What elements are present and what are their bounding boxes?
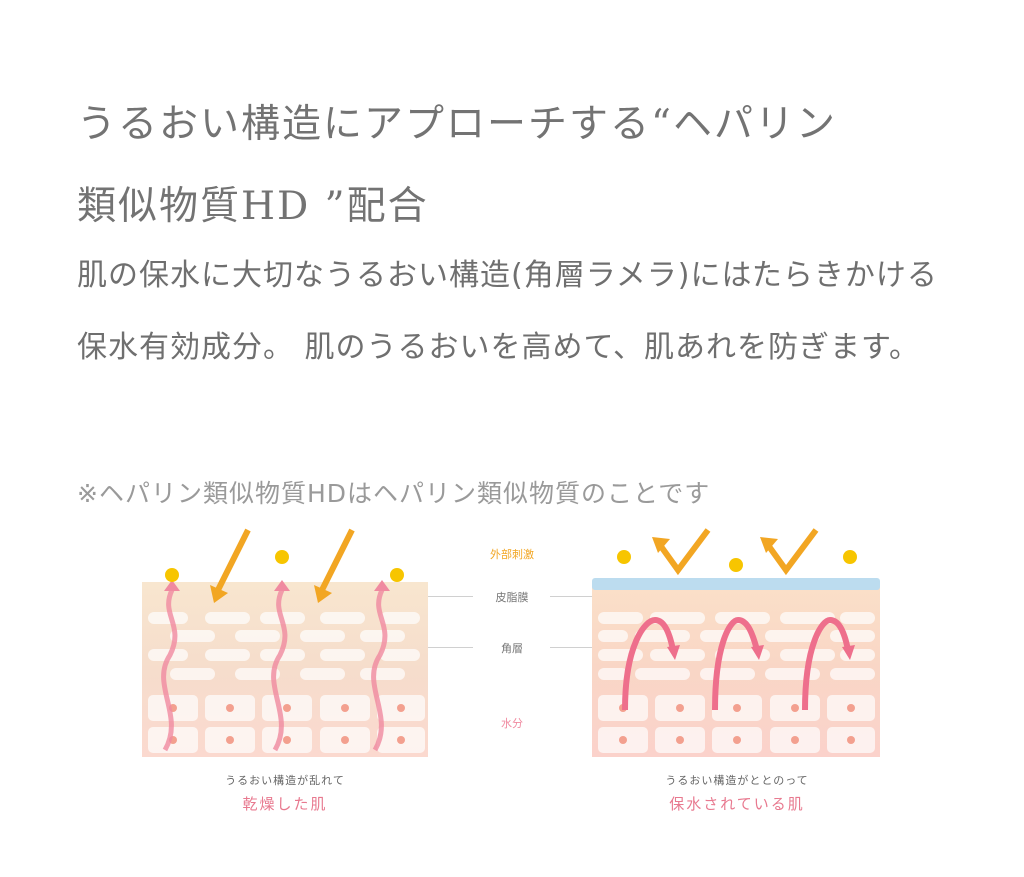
title-line-2: 類似物質HD ”配合 <box>77 184 429 229</box>
sebum-barrier <box>592 578 880 590</box>
connector-line <box>550 647 592 648</box>
sun-icons <box>165 550 404 582</box>
label-sebum: 皮脂膜 <box>495 591 529 604</box>
label-stratum-corneum: 角層 <box>501 642 523 655</box>
left-subcaption: うるおい構造が乱れて <box>225 774 345 787</box>
connector-line <box>550 596 592 597</box>
stimulus-arrows <box>215 528 355 592</box>
moisturized-skin-illustration <box>592 528 880 757</box>
right-caption: 保水されている肌 <box>669 795 805 813</box>
footnote: ※ヘパリン類似物質HDはヘパリン類似物質のことです <box>77 479 711 508</box>
label-moisture: 水分 <box>501 717 523 730</box>
connector-line <box>428 647 473 648</box>
moisture-retained-arrows <box>622 616 851 711</box>
description: 肌の保水に大切なうるおい構造(角層ラメラ)にはたらきかける保水有効成分。 肌のう… <box>77 258 938 365</box>
connector-line <box>428 596 473 597</box>
dry-skin-illustration <box>142 528 428 757</box>
page-title: うるおい構造にアプローチする“ヘパリン 類似物質HD ”配合 <box>77 84 957 248</box>
right-subcaption: うるおい構造がととのって <box>665 774 809 787</box>
label-external-stimulus: 外部刺激 <box>490 548 534 561</box>
title-line-1: うるおい構造にアプローチする“ヘパリン <box>77 102 837 147</box>
sun-icons <box>617 550 857 572</box>
moisture-escape-arrows <box>161 588 388 752</box>
left-caption: 乾燥した肌 <box>242 795 328 813</box>
reflected-stimulus-arrows <box>657 528 819 576</box>
